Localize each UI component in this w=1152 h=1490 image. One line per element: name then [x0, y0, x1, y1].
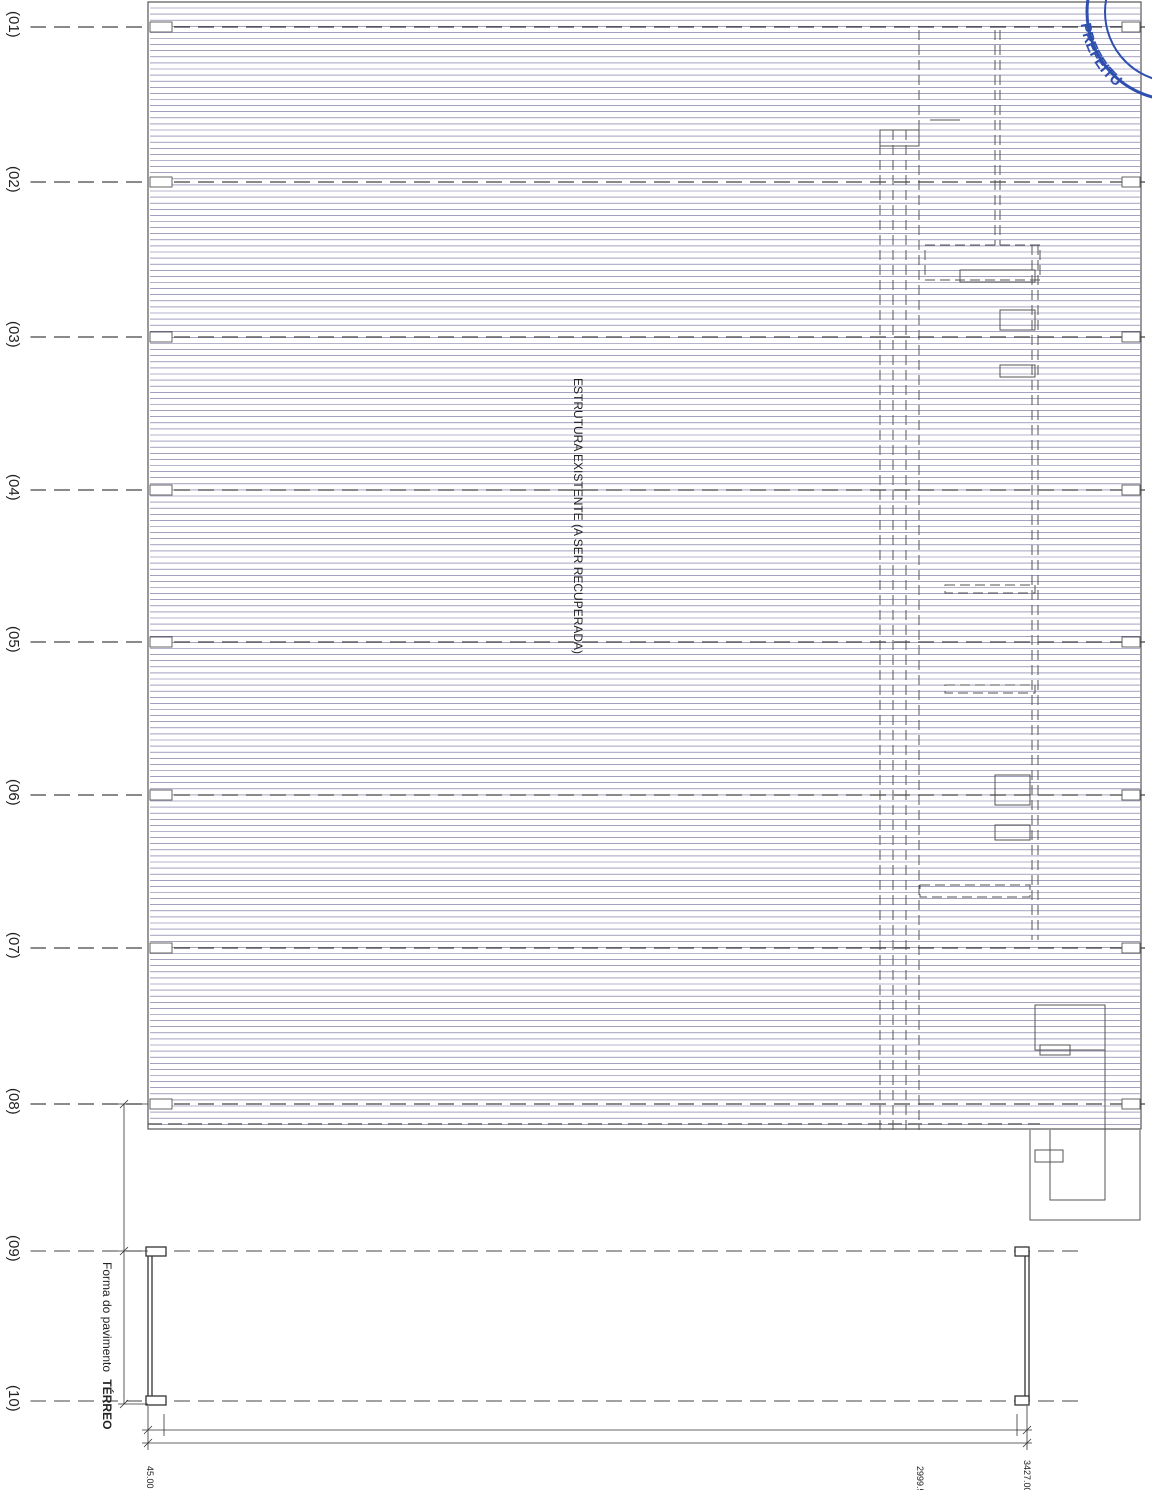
column-marker: [149, 636, 173, 648]
axis-label: (10): [5, 1385, 22, 1412]
column-marker: [149, 1098, 173, 1110]
axis-bubble-bg: [1, 472, 31, 508]
axis-label: (01): [5, 11, 22, 38]
axis-05: (05): [1, 624, 1145, 660]
column-marker: [1121, 1098, 1141, 1110]
column-marker: [149, 176, 173, 188]
axis-10: (10): [1, 1383, 1080, 1419]
left-vertical-dimension: [118, 1099, 148, 1409]
dimension-left-value: 45.00: [145, 1466, 155, 1489]
bottom-horizontal-dimensions: [142, 1406, 1032, 1450]
column-marker: [1121, 789, 1141, 801]
axis-bubble-bg: [1, 1233, 31, 1269]
axis-02: (02): [1, 164, 1145, 200]
axis-label: (09): [5, 1235, 22, 1262]
existing-structure-hatch: [150, 7, 1140, 1125]
column-marker: [1121, 942, 1141, 954]
drawing-title-prefix: Forma do pavimento: [100, 1262, 114, 1372]
dimension-middle-value: 2999.50: [915, 1466, 925, 1490]
column-marker: [149, 942, 173, 954]
axis-label: (05): [5, 626, 22, 653]
column-marker: [1121, 636, 1141, 648]
existing-structure-label: ESTRUTURA EXISTENTE (A SER RECUPERADA): [571, 378, 585, 654]
axis-06: (06): [1, 777, 1145, 813]
drawing-title-floor: TÉRREO: [100, 1379, 115, 1429]
grid-axes: (01) (02) (03) (04) (05) (06) (07) (08) (09) (10): [1, 9, 1145, 1419]
column-marker: [1121, 331, 1141, 343]
axis-bubble-bg: [1, 777, 31, 813]
column-marker: [1121, 484, 1141, 496]
new-slab-outline: [145, 1246, 1030, 1406]
column-marker: [149, 331, 173, 343]
axis-bubble-bg: [1, 319, 31, 355]
axis-bubble-bg: [1, 624, 31, 660]
axis-03: (03): [1, 319, 1145, 355]
column-marker: [149, 789, 173, 801]
interior-framing-detail: [879, 30, 1106, 1130]
axis-bubble-bg: [1, 164, 31, 200]
axis-01: (01): [1, 9, 1145, 45]
stamp-text: PREFEITU: [1077, 22, 1125, 90]
axis-label: (02): [5, 166, 22, 193]
column-marker: [1121, 21, 1141, 33]
axis-09: (09): [1, 1233, 1080, 1269]
axis-bubble-bg: [1, 9, 31, 45]
column-marker: [149, 484, 173, 496]
axis-label: (04): [5, 474, 22, 501]
axis-08: (08): [1, 1086, 1145, 1122]
axis-label: (03): [5, 321, 22, 348]
axis-label: (06): [5, 779, 22, 806]
column-marker: [149, 21, 173, 33]
drawing-title: Forma do pavimento TÉRREO: [100, 1262, 115, 1429]
axis-label: (07): [5, 932, 22, 959]
axis-bubble-bg: [1, 930, 31, 966]
axis-07: (07): [1, 930, 1145, 966]
existing-structure-outline: [147, 1, 1142, 1130]
dimension-right-value: 3427.00: [1022, 1460, 1032, 1490]
axis-04: (04): [1, 472, 1145, 508]
axis-label: (08): [5, 1088, 22, 1115]
column-marker: [1121, 176, 1141, 188]
svg-text:PREFEITU: PREFEITU: [1077, 22, 1125, 90]
axis-bubble-bg: [1, 1383, 31, 1419]
axis-bubble-bg: [1, 1086, 31, 1122]
svg-text:Forma do pavimento TÉRRE: Forma do pavimento TÉRREO: [100, 1262, 115, 1429]
annex-outline: [1029, 1010, 1141, 1221]
